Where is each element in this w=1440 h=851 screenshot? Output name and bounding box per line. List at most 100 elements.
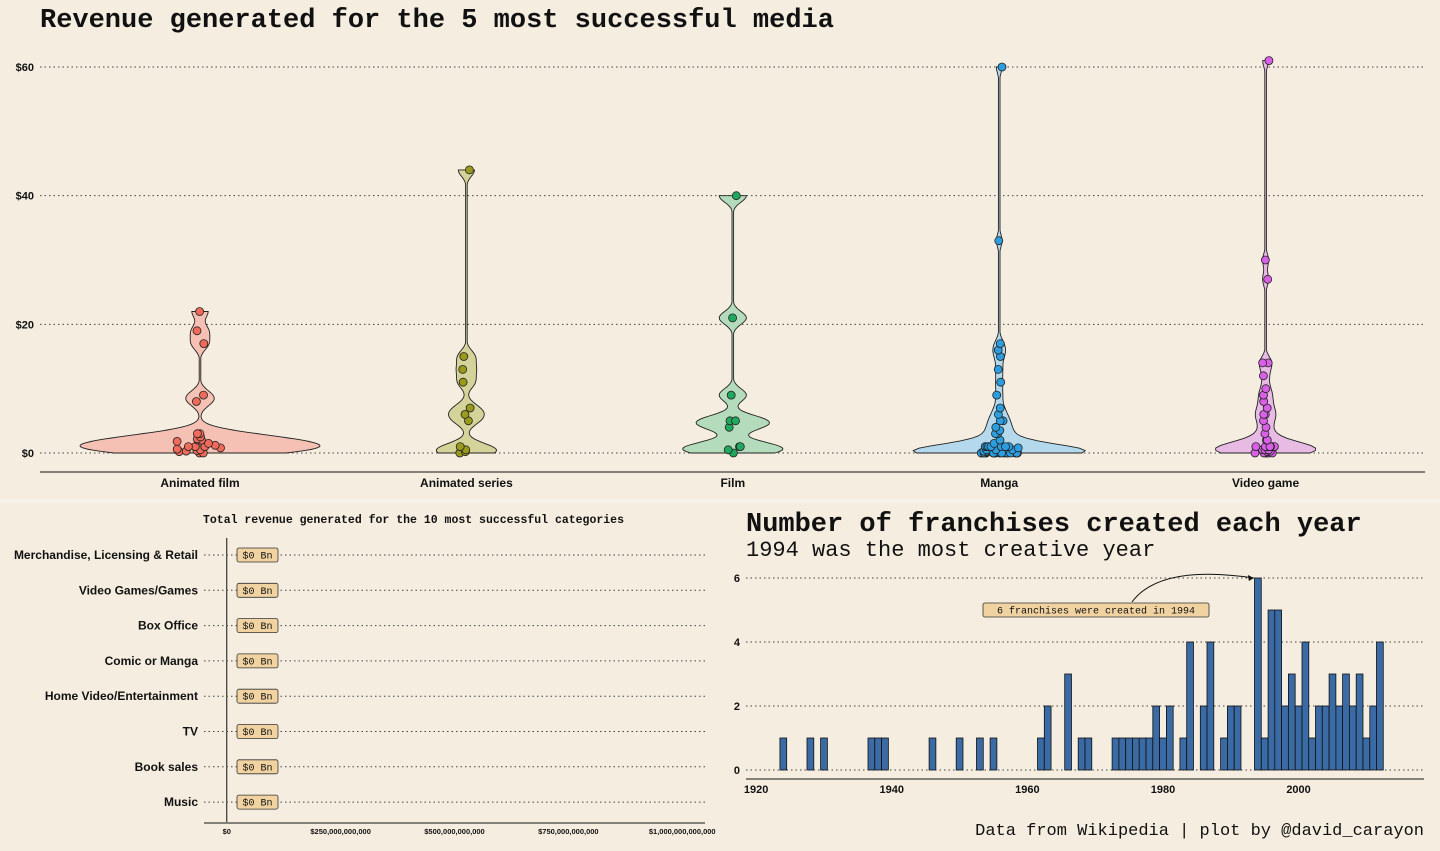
bar-data-label: $0 Bn xyxy=(242,656,272,668)
bar-category-label: TV xyxy=(183,725,198,739)
violin-point xyxy=(192,326,202,336)
violin-point xyxy=(995,403,1005,413)
histogram-bar xyxy=(1226,705,1235,771)
histogram-bar xyxy=(1254,577,1262,771)
violin-title: Revenue generated for the 5 most success… xyxy=(40,6,834,36)
violin-point xyxy=(1251,442,1261,452)
histogram-x-tick-label: 1980 xyxy=(1151,784,1175,796)
bar-x-tick-label: $750,000,000,000 xyxy=(538,827,598,836)
histogram-bar xyxy=(1043,705,1052,771)
violin-x-tick-label: Manga xyxy=(980,476,1018,490)
histogram-bar xyxy=(1233,705,1242,771)
histogram-annotation-arrowhead xyxy=(1247,575,1254,581)
violin-point xyxy=(1261,255,1270,265)
violin-point xyxy=(994,236,1004,246)
histogram-x-tick-label: 1960 xyxy=(1015,784,1039,796)
histogram-bar xyxy=(1328,673,1337,771)
bar-category-label: Video Games/Games xyxy=(79,583,199,597)
bar-x-tick-label: $250,000,000,000 xyxy=(310,827,370,836)
bar-data-label-box xyxy=(236,618,279,633)
histogram-bar xyxy=(881,737,889,771)
violin-shape xyxy=(435,169,497,454)
violin-point xyxy=(455,442,465,452)
histogram-x-tick-label: 1920 xyxy=(744,784,768,796)
histogram-bar xyxy=(1274,609,1282,771)
histogram-bar xyxy=(820,737,828,771)
violin-shape xyxy=(912,66,1087,454)
violin-point xyxy=(1261,384,1271,394)
bar-category-label: Home Video/Entertainment xyxy=(45,689,198,703)
violin-point xyxy=(997,62,1007,72)
histogram-bar xyxy=(1064,673,1072,771)
histogram-bar xyxy=(928,737,937,771)
bar-data-label-box xyxy=(236,653,279,669)
violin-point xyxy=(460,409,470,419)
histogram-bar xyxy=(1179,737,1188,771)
histogram-bar xyxy=(1084,737,1093,771)
histogram-subtitle: 1994 was the most creative year xyxy=(746,538,1156,563)
histogram-bar xyxy=(1288,673,1296,771)
violin-point xyxy=(723,445,733,455)
violin-point xyxy=(1258,358,1267,368)
histogram-bar xyxy=(1335,705,1344,771)
violin-point xyxy=(459,352,469,361)
violin-point xyxy=(995,339,1005,349)
histogram-bar xyxy=(806,737,815,771)
violin-point xyxy=(458,377,468,387)
violin-point xyxy=(172,444,182,454)
histogram-title: Number of franchises created each year xyxy=(746,510,1362,540)
histogram-bar xyxy=(1362,737,1371,771)
histogram-x-tick-label: 1940 xyxy=(880,784,904,796)
violin-point xyxy=(195,307,205,316)
violin-y-tick-label: $40 xyxy=(16,191,34,203)
violin-point xyxy=(191,397,201,406)
histogram-bar xyxy=(1077,737,1086,771)
bar-category-label: Music xyxy=(164,795,198,809)
histogram-bar xyxy=(1315,705,1323,771)
histogram-bar xyxy=(867,737,876,771)
violin-point xyxy=(1013,443,1023,453)
histogram-bar xyxy=(1342,673,1350,771)
bar-category-label: Box Office xyxy=(138,619,198,633)
bar-data-label-box xyxy=(236,724,279,739)
violin-point xyxy=(728,313,737,323)
violin-point xyxy=(1001,442,1010,452)
violin-point xyxy=(204,438,213,448)
violin-point xyxy=(1263,274,1273,284)
histogram-bar xyxy=(1321,705,1330,771)
histogram-bar xyxy=(1355,673,1364,771)
violin-point xyxy=(199,390,208,400)
histogram-bar xyxy=(1220,737,1228,771)
violin-point xyxy=(192,429,202,439)
violin-y-tick-label: $60 xyxy=(16,62,34,74)
histogram-bar xyxy=(874,737,882,771)
category-bar-panel: Total revenue generated for the 10 most … xyxy=(0,502,720,851)
histogram-annotation-box xyxy=(982,602,1210,618)
violin-point xyxy=(458,364,468,374)
violin-point xyxy=(735,442,745,452)
histogram-bar xyxy=(1281,705,1289,771)
violin-point xyxy=(991,422,1001,432)
histogram-chart: 0 2 4 6 1920 1940 1960 1980 2000 6 franchises wer… xyxy=(734,573,1424,796)
histogram-bar xyxy=(1376,641,1384,771)
histogram-bar xyxy=(1037,737,1045,771)
histogram-bar xyxy=(1125,737,1133,771)
violin-point xyxy=(993,364,1003,374)
histogram-x-tick-label: 2000 xyxy=(1286,784,1310,796)
violin-point xyxy=(183,442,193,452)
histogram-bar xyxy=(1349,705,1357,771)
violin-y-tick-label: $20 xyxy=(16,319,34,331)
bar-x-tick-label: $1,000,000,000,000 xyxy=(649,827,716,836)
histogram-bar xyxy=(1294,705,1303,771)
violin-point xyxy=(731,416,740,426)
panel-separator xyxy=(0,499,1440,503)
bar-x-tick-label: $500,000,000,000 xyxy=(424,827,484,836)
violin-point xyxy=(726,390,736,400)
category-bar-chart: Merchandise, Licensing & Retail $0 Bn Vide… xyxy=(14,538,716,836)
histogram-bar xyxy=(1132,737,1140,771)
histogram-bar xyxy=(1152,705,1160,771)
histogram-bar xyxy=(1111,737,1120,771)
bar-data-label: $0 Bn xyxy=(242,762,272,774)
histogram-bar xyxy=(1199,705,1208,771)
histogram-y-tick-label: 6 xyxy=(734,573,740,585)
